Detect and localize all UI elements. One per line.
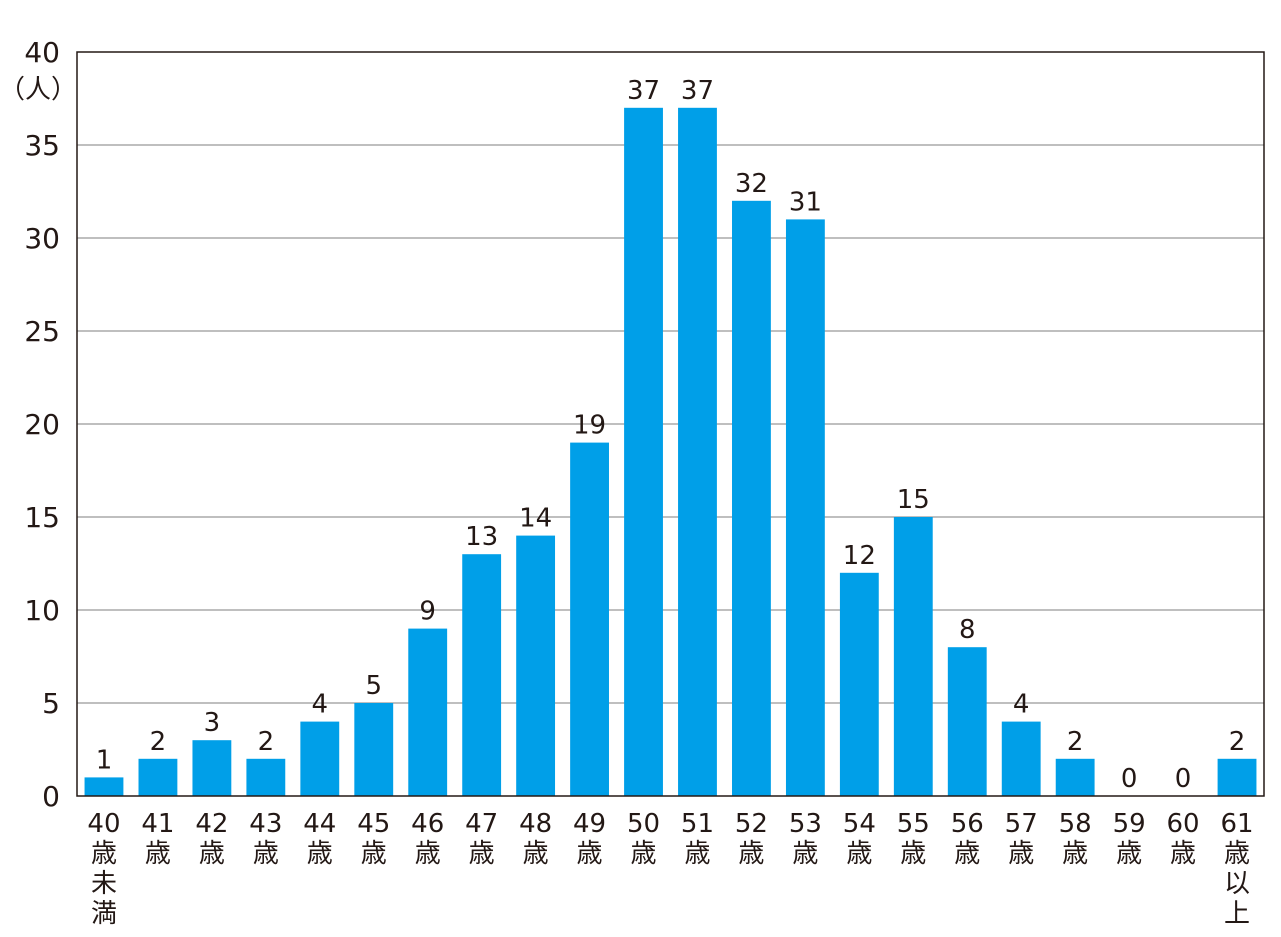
bar-value-label: 37 [627,76,660,106]
bar-value-label: 8 [959,615,976,645]
category-label: 52 歳 [735,809,768,869]
y-tick-label: 0 [42,780,60,813]
category-label: 48 歳 [519,809,552,869]
bar-value-label: 0 [1175,764,1192,794]
bar [192,740,232,796]
bar [300,721,340,796]
bar [732,200,771,797]
bar [893,517,933,796]
bar [408,628,448,796]
bar [678,107,717,797]
bar [1055,758,1095,796]
category-label: 45 歳 [357,809,390,869]
bar-value-label: 15 [897,485,930,515]
category-label: 44 歳 [303,809,336,869]
y-tick-label: 30 [24,222,60,255]
y-tick-label: 35 [24,129,60,162]
gridlines [77,144,1264,704]
bar-value-label: 5 [365,671,382,701]
category-label: 51 歳 [681,809,714,869]
y-tick-label: 40 [24,36,60,69]
category-label: 53 歳 [789,809,822,869]
bar-value-label: 19 [573,411,606,441]
bar [354,703,394,796]
category-label: 47 歳 [465,809,498,869]
bar [624,107,663,797]
bar-value-label: 3 [204,708,221,738]
category-label: 54 歳 [843,809,876,869]
bar [516,535,556,796]
y-tick-label: 20 [24,408,60,441]
category-label: 59 歳 [1113,809,1146,869]
bar-value-label: 0 [1121,764,1138,794]
category-label: 42 歳 [195,809,228,869]
category-label: 60 歳 [1167,809,1200,869]
bar-value-label: 4 [1013,690,1030,720]
bar [1217,758,1257,796]
bar-value-label: 1 [96,745,113,775]
bar [785,219,825,796]
category-label: 57 歳 [1005,809,1038,869]
category-label: 40 歳未満 [87,809,120,929]
bar [84,777,124,796]
category-label: 61 歳以上 [1220,809,1253,929]
bar-value-label: 2 [1067,727,1084,757]
bar [839,572,879,796]
y-tick-label: 15 [24,501,60,534]
plot-frame [76,51,1265,797]
y-axis-unit-label: （人） [0,75,77,105]
bar-value-label: 9 [419,597,436,627]
bar-value-label: 2 [150,727,167,757]
category-label: 46 歳 [411,809,444,869]
bar-value-label: 12 [843,541,876,571]
bar-value-label: 2 [258,727,275,757]
bar [1001,721,1041,796]
bar-value-label: 14 [519,504,552,534]
bar-value-label: 13 [465,522,498,552]
category-label: 50 歳 [627,809,660,869]
bar-value-label: 2 [1229,727,1246,757]
y-tick-label: 5 [42,687,60,720]
bar-value-label: 32 [735,169,768,199]
category-label: 41 歳 [141,809,174,869]
bar [246,758,286,796]
bar [570,442,609,796]
bar [462,554,502,796]
category-label: 43 歳 [249,809,282,869]
bar-value-label: 37 [681,76,714,106]
category-label: 58 歳 [1059,809,1092,869]
y-axis-ticks: 0 5 10 15 20 25 30 35 40 [24,36,60,813]
bars [84,107,1257,797]
category-label: 49 歳 [573,809,606,869]
bar-value-label: 4 [312,690,329,720]
y-tick-label: 10 [24,594,60,627]
bar [138,758,178,796]
bar [947,647,987,796]
y-tick-label: 25 [24,315,60,348]
category-label: 56 歳 [951,809,984,869]
bar-value-label: 31 [789,187,822,217]
category-labels: 40 歳未満 41 歳 42 歳 43 歳 44 歳 45 歳 46 歳 47 歳 48 歳 49 歳 50 歳 51 歳 52… [87,809,1253,929]
category-label: 55 歳 [897,809,930,869]
